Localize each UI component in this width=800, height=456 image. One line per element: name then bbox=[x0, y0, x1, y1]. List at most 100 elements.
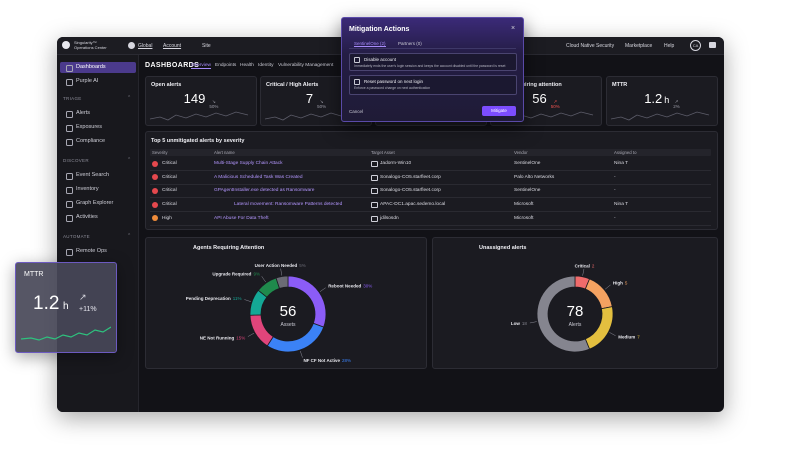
row-divider bbox=[150, 183, 711, 185]
checkbox[interactable] bbox=[354, 57, 360, 63]
alert-name[interactable]: GPAgentInstaller.exe detected as Ransomw… bbox=[214, 188, 315, 194]
avatar[interactable]: CA bbox=[690, 40, 701, 51]
vendor: SentinelOne bbox=[514, 188, 541, 194]
table-header bbox=[150, 149, 711, 156]
option[interactable]: Disable account Immediately ends the use… bbox=[349, 53, 517, 71]
alert-name[interactable]: Multi-Stage Supply Chain Attack bbox=[214, 161, 283, 166]
close-button[interactable]: × bbox=[511, 25, 516, 32]
kpi-title: MTTR bbox=[24, 271, 44, 278]
alert-name[interactable]: A Malicious Scheduled Task Was Created bbox=[214, 174, 303, 180]
donut-center-label: Alerts bbox=[569, 322, 582, 328]
nav-item[interactable]: Inventory bbox=[60, 184, 136, 195]
nav-link[interactable]: Help bbox=[664, 43, 675, 49]
alert-name[interactable]: Lateral movement: Ransomware Patterns de… bbox=[234, 202, 343, 208]
kpi-value: 1.2 h ↗ 2% bbox=[607, 91, 717, 109]
target-asset: APAC-DC1.apac.sedemo.local bbox=[380, 202, 446, 208]
severity-icon bbox=[152, 160, 158, 167]
checkbox[interactable] bbox=[354, 79, 360, 85]
scope-link[interactable]: Site bbox=[202, 43, 211, 49]
target-asset: jdilsosdn bbox=[380, 215, 399, 221]
nav-item[interactable]: Exposures bbox=[60, 122, 136, 133]
segment-name: Low bbox=[511, 321, 520, 326]
nav-item[interactable]: Remote Ops bbox=[60, 246, 136, 257]
tab[interactable]: Endpoints bbox=[215, 63, 237, 68]
nav-item[interactable]: Activities bbox=[60, 212, 136, 223]
kpi-value: 7 ↘ 50% bbox=[261, 91, 371, 109]
mitigation-modal: Mitigation Actions × SentinelOne (2) Par… bbox=[341, 17, 524, 122]
assignee: - bbox=[614, 174, 616, 180]
leader-line bbox=[280, 268, 283, 276]
column-header: Target Asset bbox=[371, 150, 395, 155]
severity-icon bbox=[152, 201, 158, 208]
tab[interactable]: Vulnerability Management bbox=[278, 63, 334, 68]
nav-item[interactable]: Event Search bbox=[60, 170, 136, 181]
segment-value: 9% bbox=[253, 271, 260, 276]
scope-link[interactable]: Global bbox=[138, 43, 153, 49]
kpi-title: Critical / High Alerts bbox=[266, 82, 319, 88]
donut-title: Agents Requiring Attention bbox=[193, 245, 265, 251]
table-title: Top 5 unmitigated alerts by severity bbox=[151, 138, 245, 144]
segment-label: User Action Needed 5% bbox=[255, 263, 306, 268]
kpi-title: Alerts requiring attention bbox=[496, 82, 562, 88]
donut-panel: Agents Requiring Attention Reboot Needed 3… bbox=[145, 237, 427, 369]
row-divider bbox=[150, 170, 711, 171]
nav-section: DISCOVER bbox=[63, 158, 89, 163]
nav-link[interactable]: Cloud Native Security bbox=[566, 43, 615, 49]
asset-icon bbox=[371, 188, 378, 195]
segment-value: 5% bbox=[299, 263, 306, 268]
leader-line bbox=[582, 268, 585, 276]
row-divider bbox=[150, 224, 711, 226]
donut-segment bbox=[275, 275, 289, 289]
leader-line bbox=[529, 321, 537, 324]
option-label: Reset password on next login bbox=[364, 79, 424, 84]
segment-label: Critical 2 bbox=[575, 263, 595, 268]
target-asset: Jadorm-Win10 bbox=[380, 161, 412, 166]
segment-label: Medium 7 bbox=[618, 335, 640, 340]
nav-item[interactable]: Compliance bbox=[60, 136, 136, 147]
segment-value: 2 bbox=[592, 263, 595, 268]
alerts-table: Top 5 unmitigated alerts by severity Sev… bbox=[145, 131, 718, 230]
modal-tab[interactable]: Partners (0) bbox=[398, 41, 422, 46]
tab[interactable]: Identity bbox=[258, 63, 274, 68]
target-asset: Sonalogo-CO5.starfleet.corp bbox=[380, 188, 441, 194]
tab[interactable]: Health bbox=[240, 63, 254, 68]
kpi-delta: +11% bbox=[79, 306, 97, 313]
donut-segment bbox=[536, 275, 591, 353]
option-description: Enforce a password change on next authen… bbox=[354, 86, 431, 90]
donut-center-value: 56 bbox=[280, 303, 297, 320]
kpi-value: 56 ↗ 50% bbox=[491, 91, 601, 109]
kpi-value: 149 ↘ 50% bbox=[146, 91, 256, 109]
cancel-button[interactable]: Cancel bbox=[349, 109, 364, 114]
tab[interactable]: Overview bbox=[191, 63, 211, 69]
donut-center-label: Assets bbox=[280, 322, 296, 328]
logo bbox=[62, 41, 70, 49]
nav-link[interactable]: Marketplace bbox=[625, 43, 653, 49]
option[interactable]: Reset password on next login Enforce a p… bbox=[349, 75, 517, 95]
segment-value: 5 bbox=[625, 280, 628, 285]
segment-value: 11% bbox=[233, 296, 242, 301]
mitigate-button[interactable]: Mitigate bbox=[482, 106, 516, 116]
nav-item[interactable]: Graph Explorer bbox=[60, 198, 136, 209]
globe-icon bbox=[128, 42, 135, 49]
alert-name[interactable]: API Abuse For Data Theft bbox=[214, 215, 269, 221]
floating-kpi-card: MTTR 1.2 h ↗ +11% bbox=[15, 262, 117, 353]
modal-tab[interactable]: SentinelOne (2) bbox=[354, 41, 386, 47]
assignee: Nina T bbox=[614, 202, 629, 208]
chevron: ⌃ bbox=[127, 95, 132, 101]
segment-name: NF CF Not Active bbox=[303, 358, 340, 363]
vendor: Microsoft bbox=[514, 215, 534, 221]
scope-link[interactable]: Account bbox=[163, 43, 182, 49]
nav-item[interactable]: Alerts bbox=[60, 108, 136, 119]
donut-segment bbox=[584, 306, 614, 350]
leader-line bbox=[261, 276, 266, 283]
nav-item[interactable]: Purple AI bbox=[60, 76, 136, 87]
kpi-value-text: 1.2 bbox=[644, 91, 663, 106]
sparkline bbox=[149, 111, 249, 121]
donut-segment bbox=[584, 278, 613, 310]
kpi-value-text: 7 bbox=[305, 91, 314, 106]
kpi-title: MTTR bbox=[612, 82, 628, 88]
leader-line bbox=[609, 332, 616, 336]
nav-item[interactable]: Dashboards bbox=[60, 62, 136, 73]
app-icon[interactable] bbox=[709, 42, 716, 48]
page-title: DASHBOARDS bbox=[145, 62, 200, 69]
